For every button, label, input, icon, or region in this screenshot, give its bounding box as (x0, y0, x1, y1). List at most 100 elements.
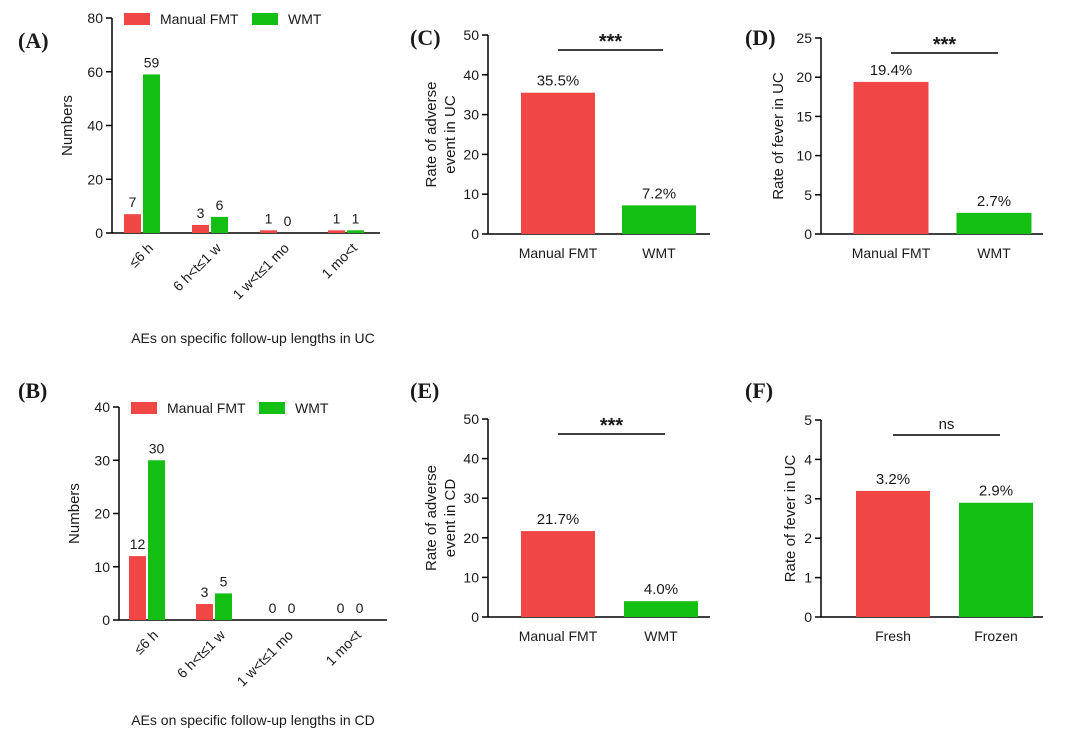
y-tick-label: 20 (87, 171, 103, 187)
bar-wmt (211, 216, 228, 233)
value-label: 35.5% (537, 73, 580, 90)
data-label: 1 (333, 210, 341, 226)
x-axis-title-A: AEs on specific follow-up lengths in UC (131, 330, 375, 346)
bar-second (624, 601, 698, 617)
y-tick-label: 0 (804, 226, 812, 242)
y-tick-label: 3 (804, 491, 812, 507)
x-axis-title-B: AEs on specific follow-up lengths in CD (131, 712, 375, 728)
x-tick-label: ≤6 h (131, 627, 162, 658)
x-tick-label: Fresh (875, 628, 911, 644)
chart-panel-F: (F) 0 1 2 3 4 5 Rate of fever in UC 3.2% Fresh 2.9… (745, 378, 1043, 644)
x-tick-label: Manual FMT (519, 628, 598, 644)
y-axis-title-F: Rate of fever in UC (782, 455, 799, 583)
y-tick-label: 30 (463, 107, 479, 123)
y-tick-label: 15 (796, 108, 812, 124)
significance-label: *** (599, 31, 623, 53)
data-label: 3 (197, 205, 205, 221)
y-tick-label: 10 (463, 569, 479, 585)
data-label: 0 (356, 600, 364, 616)
data-label: 0 (288, 600, 296, 616)
data-label: 1 (265, 210, 273, 226)
data-label: 0 (284, 213, 292, 229)
y-tick-label: 25 (796, 30, 812, 46)
x-tick-label: 6 h<t≤1 w (170, 239, 225, 294)
bar-first (856, 490, 930, 617)
y-tick-label: 60 (87, 64, 103, 80)
legend-swatch-manual (131, 402, 157, 414)
data-label: 6 (216, 197, 224, 213)
significance-label: ns (939, 416, 955, 433)
y-tick-label: 40 (94, 399, 110, 415)
value-label: 7.2% (642, 185, 676, 202)
y-tick-label: 10 (463, 186, 479, 202)
data-label: 1 (352, 210, 360, 226)
value-label: 19.4% (870, 62, 913, 79)
x-tick-label: 1 w<t≤1 mo (229, 240, 292, 303)
bar-first (521, 531, 595, 617)
y-axis-title-C: Rate of adverse (423, 82, 440, 188)
y-tick-label: 10 (796, 148, 812, 164)
y-axis-title-E: Rate of adverse (423, 465, 440, 571)
bar-second (959, 502, 1033, 617)
y-axis-title-E: event in CD (442, 479, 459, 558)
panel-label-A: (A) (18, 28, 49, 53)
y-tick-label: 30 (463, 490, 479, 506)
panel-label-C: (C) (410, 25, 441, 50)
y-tick-label: 20 (796, 69, 812, 85)
y-tick-label: 10 (94, 559, 110, 575)
bar-wmt (148, 460, 165, 620)
y-axis-title-D: Rate of fever in UC (770, 72, 787, 200)
data-label: 5 (220, 573, 228, 589)
data-label: 12 (130, 536, 146, 552)
y-tick-label: 0 (471, 226, 479, 242)
bar-manual-fmt (124, 214, 141, 233)
y-tick-label: 0 (804, 609, 812, 625)
chart-panel-C: (C) 0 10 20 30 40 50 Rate of adverse event in UC… (410, 25, 710, 261)
significance-label: *** (933, 34, 957, 56)
bar-wmt (347, 230, 364, 233)
legend-label: WMT (295, 400, 329, 416)
bar-wmt (215, 593, 232, 620)
y-tick-label: 4 (804, 451, 812, 467)
bar-first (853, 81, 929, 235)
bar-second (622, 205, 696, 234)
chart-panel-E: (E) 0 10 20 30 40 50 Rate of adverse event in CD… (410, 378, 710, 644)
y-tick-label: 20 (463, 146, 479, 162)
significance-label: *** (600, 415, 624, 437)
bar-manual-fmt (129, 556, 146, 620)
x-tick-label: 1 mo<t (318, 240, 360, 282)
bar-wmt (143, 74, 160, 233)
bar-second (956, 212, 1032, 234)
legend-label: Manual FMT (160, 11, 239, 27)
value-label: 4.0% (644, 581, 678, 598)
bar-manual-fmt (260, 230, 277, 233)
y-tick-label: 1 (804, 570, 812, 586)
legend-label: WMT (288, 11, 322, 27)
data-label: 0 (337, 600, 345, 616)
y-tick-label: 20 (94, 506, 110, 522)
panel-label-B: (B) (18, 378, 47, 403)
y-axis-title-B: Numbers (66, 483, 83, 544)
data-label: 7 (129, 194, 137, 210)
value-label: 2.7% (977, 193, 1011, 210)
y-tick-label: 2 (804, 530, 812, 546)
value-label: 2.9% (979, 483, 1013, 500)
y-tick-label: 20 (463, 530, 479, 546)
panel-label-E: (E) (410, 378, 439, 403)
panel-label-F: (F) (745, 378, 773, 403)
bar-manual-fmt (328, 230, 345, 233)
data-label: 30 (149, 440, 165, 456)
panel-label-D: (D) (745, 25, 776, 50)
legend-label: Manual FMT (167, 400, 246, 416)
y-tick-label: 0 (95, 225, 103, 241)
x-tick-label: ≤6 h (126, 240, 157, 271)
y-axis-title-A: Numbers (59, 95, 76, 156)
y-tick-label: 5 (804, 412, 812, 428)
legend-swatch-wmt (252, 13, 278, 25)
y-tick-label: 5 (804, 187, 812, 203)
bar-manual-fmt (196, 604, 213, 620)
data-label: 3 (201, 584, 209, 600)
